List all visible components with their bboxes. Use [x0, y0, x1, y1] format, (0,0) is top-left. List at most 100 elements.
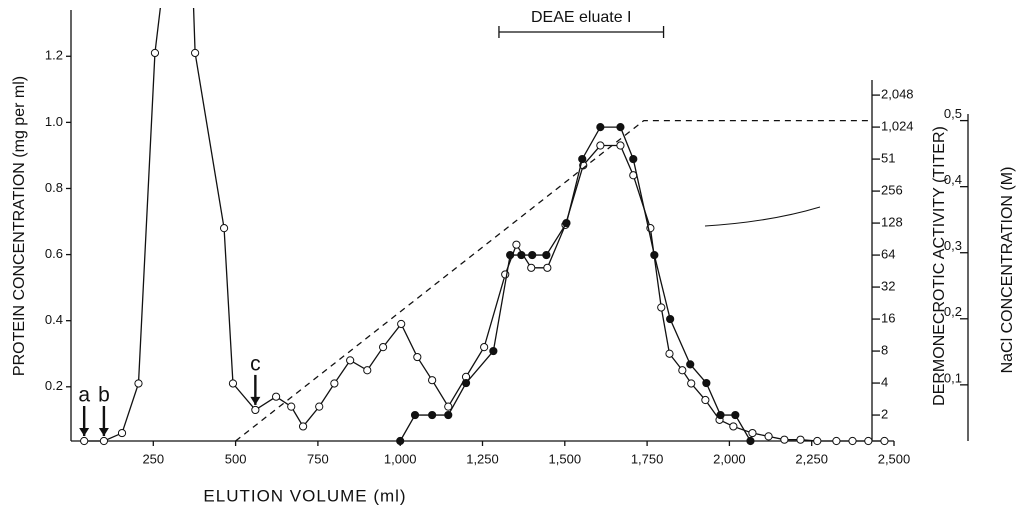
y2-tick-label: 51 [881, 151, 895, 166]
filled-point [528, 250, 537, 260]
y3-tick-label: 0,4 [944, 172, 962, 187]
open-point [298, 422, 308, 431]
open-point [271, 392, 281, 401]
y2-tick-label: 256 [881, 183, 903, 198]
open-point [191, 48, 200, 58]
open-point [687, 379, 696, 388]
filled-point [461, 378, 471, 388]
x-tick-label: 1,750 [631, 451, 664, 466]
filled-point [731, 410, 740, 420]
filled-point [428, 410, 437, 420]
open-point [657, 303, 666, 312]
x-tick-label: 1,250 [466, 451, 499, 466]
arrow-head [250, 396, 261, 405]
filled-point [444, 410, 453, 420]
open-point [880, 436, 889, 446]
open-point [616, 141, 625, 150]
open-point [444, 402, 453, 411]
y-tick-label: 0.8 [45, 180, 63, 195]
open-point [527, 263, 536, 272]
filled-point [702, 378, 711, 388]
open-point [748, 428, 757, 438]
arrow-label: b [98, 384, 110, 407]
open-point [378, 343, 388, 352]
plot-area [80, 8, 889, 446]
open-point [480, 343, 489, 352]
y-axis-label: PROTEIN CONCENTRATION (mg per ml) [11, 76, 28, 376]
x-tick-label: 2,000 [713, 451, 746, 466]
x-tick-label: 1,500 [549, 451, 582, 466]
y3-tick-label: 0,5 [944, 106, 962, 121]
x-axis-label: ELUTION VOLUME (ml) [203, 486, 406, 505]
open-point [363, 366, 372, 375]
bracket-label: DEAE eluate I [531, 9, 632, 26]
x-tick-label: 2,500 [878, 451, 911, 466]
open-point [678, 366, 687, 375]
x-tick-label: 750 [307, 451, 329, 466]
x-tick-label: 2,250 [795, 451, 828, 466]
filled-point [629, 154, 638, 164]
open-point [596, 141, 605, 150]
stray-stroke [704, 206, 821, 227]
arrow-head [98, 428, 109, 436]
open-point [150, 48, 160, 58]
open-point [543, 263, 552, 272]
open-point [764, 432, 773, 441]
open-point [251, 405, 260, 415]
filled-point [410, 410, 420, 420]
open-point [780, 435, 789, 444]
open-point [428, 376, 437, 385]
open-point [219, 224, 229, 233]
arrow-head [79, 428, 90, 436]
open-point [413, 352, 422, 362]
y3-tick-label: 0,2 [944, 304, 962, 319]
gradient-line [235, 119, 871, 442]
y3-tick-label: 0,1 [944, 370, 962, 385]
x-tick-label: 1,000 [384, 451, 417, 466]
y2-tick-label: 16 [881, 311, 895, 326]
filled-point [666, 314, 675, 324]
filled-point [578, 154, 587, 164]
y3-tick-label: 0,3 [944, 238, 962, 253]
open-point [848, 436, 857, 446]
y2-tick-label: 2,048 [881, 87, 914, 102]
filled-point [596, 122, 605, 132]
y2-tick-label: 1,024 [881, 119, 914, 134]
open-point [330, 379, 339, 388]
open-point [813, 436, 822, 446]
x-tick-label: 500 [225, 451, 247, 466]
series-line [399, 126, 752, 442]
filled-point [616, 122, 625, 132]
filled-point [686, 360, 695, 369]
open-point [701, 395, 710, 405]
y2-tick-label: 4 [881, 374, 888, 389]
open-point [665, 349, 674, 358]
y2-axis-label: DERMONECROTIC ACTIVITY (TITER) [931, 126, 948, 406]
open-point [832, 436, 841, 446]
open-point [99, 436, 109, 446]
y2-tick-label: 8 [881, 342, 888, 357]
filled-point [746, 436, 755, 446]
filled-point [562, 218, 571, 228]
y2-tick-label: 128 [881, 215, 903, 230]
y-tick-label: 0.4 [45, 312, 63, 327]
filled-point [489, 346, 498, 356]
open-point [117, 428, 127, 438]
filled-point [506, 250, 515, 260]
open-point [796, 435, 805, 444]
y-tick-label: 0.2 [45, 378, 63, 393]
y2-tick-label: 32 [881, 279, 895, 294]
open-point [729, 422, 738, 431]
filled-point [650, 250, 659, 260]
open-point [287, 402, 296, 411]
y-tick-label: 0.6 [45, 246, 63, 261]
open-point [315, 402, 324, 411]
arrow-label: a [78, 384, 90, 407]
open-point [346, 356, 355, 365]
filled-point [396, 436, 405, 446]
series-line [84, 8, 885, 442]
filled-point [542, 250, 551, 260]
y-tick-label: 1.2 [45, 48, 63, 63]
filled-point [716, 410, 725, 420]
